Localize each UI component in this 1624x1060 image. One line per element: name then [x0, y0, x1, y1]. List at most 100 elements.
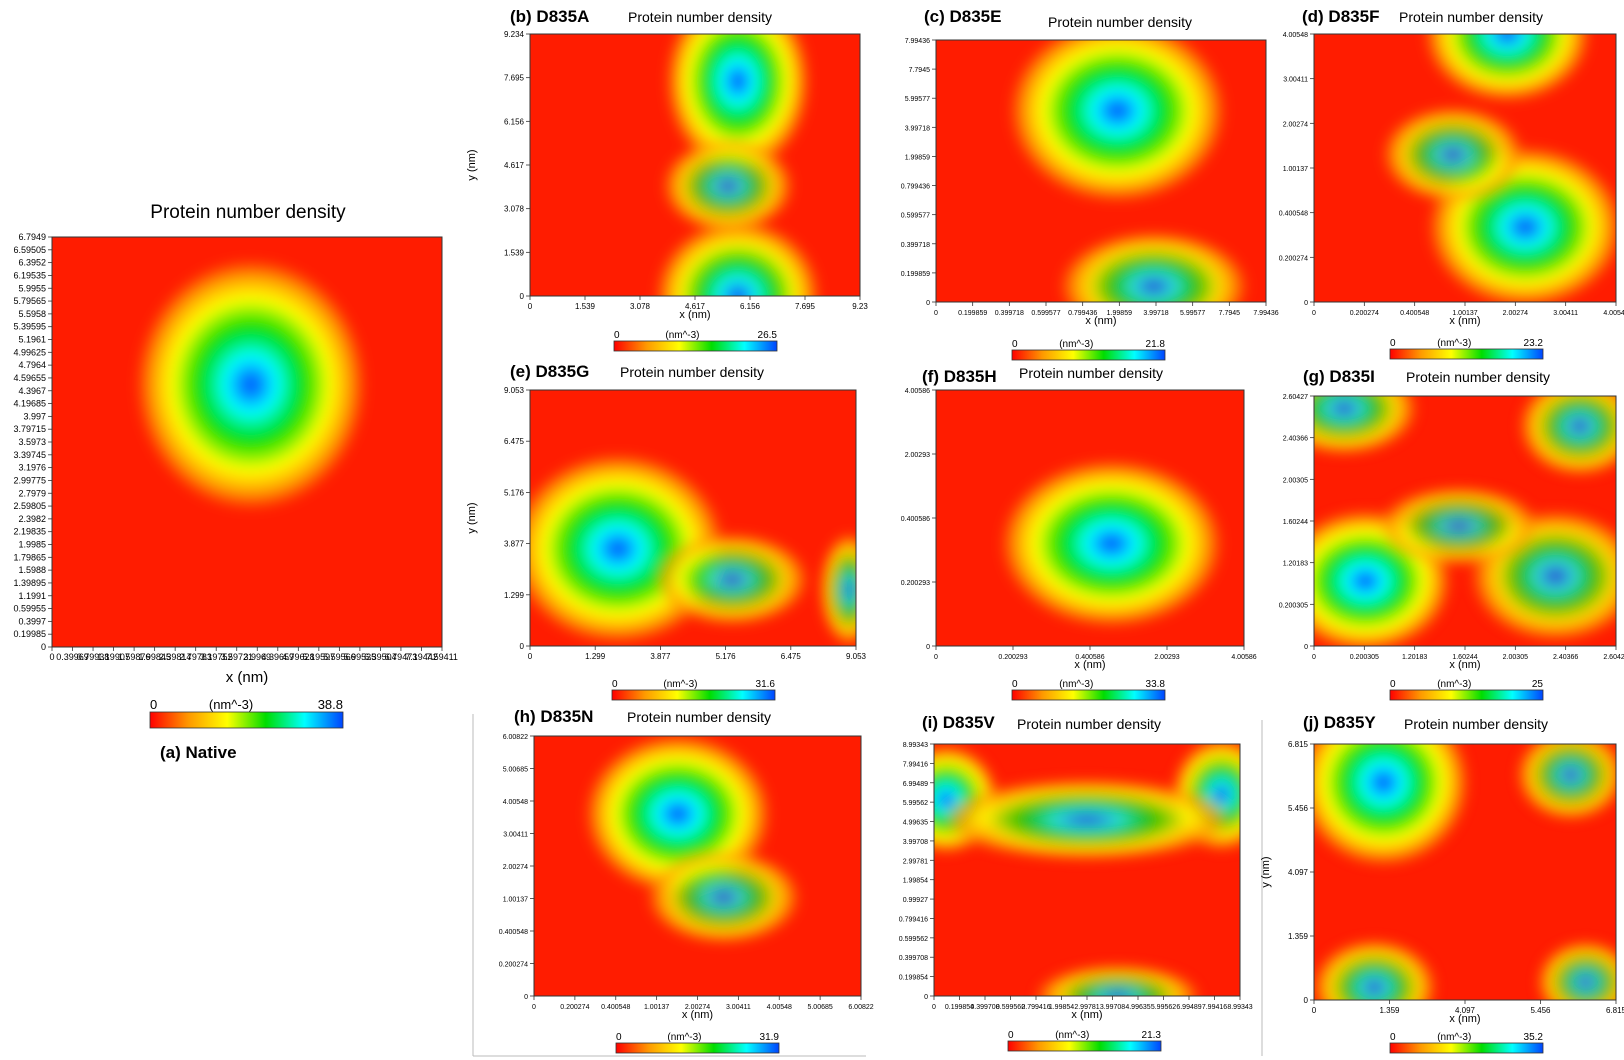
y-tick-label: 3.39745 — [13, 450, 46, 460]
y-tick-label: 0.200293 — [901, 580, 930, 587]
x-tick-label: 3.078 — [630, 302, 651, 311]
y-tick-label: 7.695 — [504, 74, 525, 83]
y-tick-label: 0.599577 — [901, 213, 930, 220]
y-tick-label: 1.20183 — [1283, 561, 1308, 568]
x-tick-label: 6.815 — [1606, 1006, 1624, 1015]
y-tick-label: 4.59655 — [13, 373, 46, 383]
y-tick-label: 7.99436 — [905, 38, 930, 45]
colorbar-min: 0 — [1390, 1032, 1396, 1043]
y-tick-label: 2.00274 — [1283, 121, 1308, 128]
x-tick-label: 2.00274 — [685, 1004, 710, 1011]
y-tick-label: 1.00137 — [1283, 166, 1308, 173]
x-tick-label: 2.00274 — [1503, 310, 1528, 317]
x-tick-label: 0 — [532, 1004, 536, 1011]
y-tick-label: 5.39595 — [13, 322, 46, 332]
y-tick-label: 3.1976 — [18, 463, 46, 473]
x-tick-label: 0 — [932, 1004, 936, 1011]
colorbar-max: 26.5 — [758, 330, 778, 341]
x-tick-label: 2.40366 — [1553, 654, 1578, 661]
y-tick-label: 3.078 — [504, 205, 525, 214]
x-tick-label: 5.176 — [716, 652, 737, 661]
x-tick-label: 7.19442 — [405, 652, 438, 662]
x-tick-label: 1.00137 — [644, 1004, 669, 1011]
colorbar-unit: (nm^-3) — [1437, 338, 1471, 349]
y-tick-label: 5.99562 — [903, 800, 928, 807]
colorbar-max: 38.8 — [318, 697, 343, 712]
x-tick-label: 1.60244 — [1452, 654, 1477, 661]
x-tick-label: 3.877 — [650, 652, 671, 661]
y-tick-label: 9.053 — [504, 386, 525, 395]
y-tick-label: 1.539 — [504, 248, 525, 257]
x-tick-label: 2.00293 — [1154, 654, 1179, 661]
x-tick-label: 0.399718 — [995, 310, 1024, 317]
y-tick-label: 6.59505 — [13, 245, 46, 255]
x-tick-label: 5.456 — [1530, 1006, 1551, 1015]
x-axis-label: x (nm) — [679, 309, 710, 321]
x-tick-label: 2.00305 — [1503, 654, 1528, 661]
x-tick-label: 0.200274 — [1350, 310, 1379, 317]
panel-label: (f) D835H — [922, 367, 997, 386]
y-tick-label: 6.3952 — [18, 258, 46, 268]
y-tick-label: 1.60244 — [1283, 519, 1308, 526]
panel-j: (j) D835Y Protein number density 6.815 5.45… — [1260, 713, 1624, 1054]
y-tick-label: 0.799436 — [901, 184, 930, 191]
y-tick-label: 6.00822 — [503, 734, 528, 741]
y-tick-label: 0.799416 — [899, 916, 928, 923]
x-tick-label: 2.60427 — [1603, 654, 1624, 661]
plot-title: Protein number density — [1406, 369, 1550, 385]
density-blob — [1034, 963, 1201, 996]
y-tick-label: 3.997 — [23, 411, 46, 421]
y-tick-label: 0.199854 — [899, 975, 928, 982]
x-tick-label: 5.99535 — [344, 652, 377, 662]
y-tick-label: 4.00548 — [503, 799, 528, 806]
x-tick-label: 4.39659 — [262, 652, 295, 662]
y-tick-label: 2.00293 — [905, 452, 930, 459]
colorbar-unit: (nm^-3) — [1059, 339, 1093, 350]
y-tick-label: 6.156 — [504, 117, 525, 126]
y-tick-label: 2.59805 — [13, 501, 46, 511]
y-tick-label: 0 — [41, 642, 46, 652]
x-tick-label: 0.200293 — [998, 654, 1027, 661]
colorbar-max: 21.3 — [1142, 1030, 1162, 1041]
x-axis-label: x (nm) — [1449, 659, 1480, 671]
density-blob — [665, 34, 811, 174]
x-tick-label: 6.79473 — [385, 652, 418, 662]
colorbar-unit: (nm^-3) — [663, 679, 697, 690]
x-tick-label: 0.199854 — [945, 1004, 974, 1011]
x-tick-label: 7.59411 — [426, 652, 458, 662]
y-tick-label: 2.7979 — [18, 488, 46, 498]
colorbar-min: 0 — [612, 679, 618, 690]
y-tick-label: 3.877 — [504, 540, 525, 549]
density-blob — [646, 850, 801, 945]
colorbar-min: 0 — [616, 1032, 622, 1043]
y-tick-label: 0.400548 — [499, 929, 528, 936]
x-tick-label: 2.39814 — [159, 652, 192, 662]
x-axis-label: x (nm) — [682, 1009, 713, 1021]
x-tick-label: 4.617 — [685, 302, 706, 311]
colorbar-min: 0 — [1390, 679, 1396, 690]
x-tick-label: 7.99436 — [1253, 310, 1278, 317]
colorbar-unit: (nm^-3) — [1059, 679, 1093, 690]
density-blob — [819, 532, 856, 646]
x-tick-label: 0.200305 — [1350, 654, 1379, 661]
y-tick-label: 3.00411 — [1283, 77, 1308, 84]
colorbar-unit: (nm^-3) — [1055, 1030, 1089, 1041]
y-tick-label: 6.99489 — [903, 781, 928, 788]
y-tick-label: 0.399718 — [901, 242, 930, 249]
y-tick-label: 4.00548 — [1283, 32, 1308, 39]
heatmap — [936, 390, 1244, 646]
x-tick-label: 0.400548 — [1400, 310, 1429, 317]
density-blob — [135, 258, 367, 511]
panel-label: (b) D835A — [510, 7, 589, 26]
colorbar-max: 35.2 — [1524, 1032, 1544, 1043]
y-tick-label: 1.39895 — [13, 578, 46, 588]
y-tick-label: 6.19535 — [13, 270, 46, 280]
x-tick-label: 1.99854 — [1049, 1004, 1074, 1011]
x-tick-label: 4.097 — [1455, 1006, 1476, 1015]
x-tick-label: 1.19907 — [97, 652, 130, 662]
plot-title: Protein number density — [1404, 716, 1548, 732]
panel-label: (d) D835F — [1302, 7, 1379, 26]
plot-frame — [935, 39, 1267, 303]
x-tick-label: 3.99718 — [1143, 310, 1168, 317]
colorbar-max: 21.8 — [1146, 339, 1166, 350]
